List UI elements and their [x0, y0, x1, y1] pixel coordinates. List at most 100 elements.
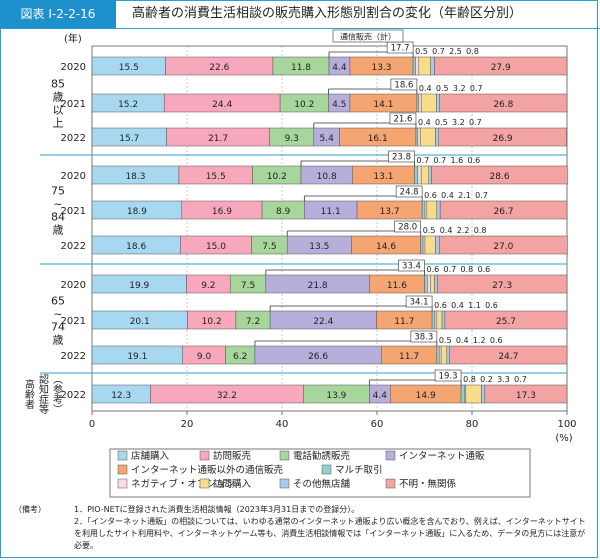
bar-segment-マルチ取引	[436, 345, 440, 365]
legend-swatch	[279, 450, 290, 461]
bar-segment-その他無店舗	[436, 93, 440, 113]
plot-area	[91, 45, 568, 412]
mail-total-label: 38.3	[414, 333, 433, 343]
bar-segment-マルチ取引	[424, 274, 428, 294]
small-data-label: 0.4	[451, 301, 464, 310]
data-label: 13.1	[373, 172, 393, 182]
group-label-line: 74	[51, 321, 65, 334]
legend-label: その他無店舗	[293, 478, 351, 490]
bar-segment-訪問購入	[430, 274, 435, 294]
bar-segment-その他無店舗	[436, 200, 441, 220]
data-label: 15.5	[119, 63, 139, 73]
data-label: 7.5	[262, 242, 276, 252]
bar-segment-その他無店舗	[434, 274, 438, 294]
legend-swatch	[117, 450, 128, 461]
data-label: 6.2	[233, 352, 247, 362]
year-tick-label: 2020	[61, 62, 86, 73]
data-label: 11.6	[387, 281, 407, 291]
data-label: 9.3	[285, 134, 299, 144]
mail-total-label: 23.8	[392, 153, 411, 163]
data-label: 26.7	[494, 207, 514, 217]
group-label-char: 等	[39, 403, 49, 416]
bar-segment-マルチ取引	[421, 200, 426, 220]
bar-segment-訪問購入	[436, 310, 443, 330]
bar-segment-訪問購入	[465, 384, 482, 404]
data-label: 26.8	[493, 100, 513, 110]
data-label: 12.3	[111, 391, 131, 401]
bar-segment-その他無店舗	[430, 56, 435, 76]
data-label: 24.4	[212, 100, 232, 110]
data-label: 13.7	[380, 207, 400, 217]
note-2-text: 2．「インターネット通販」の相談については、いわゆる通常のインターネット通販より…	[74, 517, 586, 550]
legend-swatch	[199, 478, 210, 489]
data-label: 32.2	[217, 391, 237, 401]
small-data-label: 3.2	[452, 118, 465, 127]
group-label-line: 歳	[53, 91, 64, 104]
legend-swatch	[385, 450, 396, 461]
figure-header: 図表 I-2-2-16 高齢者の消費生活相談の販売購入形態別割合の変化（年齢区分…	[0, 0, 600, 29]
bar-segment-マルチ取引	[415, 127, 419, 147]
small-data-label: 1.1	[468, 301, 481, 310]
bar-segment-訪問購入	[419, 127, 436, 147]
mail-total-box	[410, 330, 438, 343]
legend-label: 訪問販売	[213, 450, 251, 462]
mail-total-box	[390, 78, 418, 91]
bar-segment-訪問購入	[440, 345, 448, 365]
bar-segment-不明・無関係	[444, 310, 568, 330]
data-label: 13.3	[371, 63, 391, 73]
small-data-label: 0.8	[461, 265, 474, 274]
small-data-label: 0.5	[415, 47, 428, 56]
notes-head: （備考）	[14, 505, 46, 514]
bar-segment-マルチ取引	[431, 310, 436, 330]
small-data-label: 0.4	[441, 191, 454, 200]
bar-segment-マルチ取引	[416, 93, 420, 113]
year-tick-label: 2022	[61, 351, 86, 362]
legend-label: インターネット通販以外の通信販売	[131, 464, 283, 476]
bar-segment-マルチ取引	[460, 384, 466, 404]
data-label: 24.7	[498, 352, 518, 362]
bar-segment-その他無店舗	[428, 165, 432, 185]
small-data-label: 2.1	[458, 191, 471, 200]
small-data-label: 0.5	[435, 118, 448, 127]
bracket-title: 通信販売（計）	[340, 32, 396, 42]
group-label-char: 齢	[25, 388, 35, 401]
x-tick-label: 40	[276, 419, 289, 430]
data-label: 7.5	[241, 281, 255, 291]
data-label: 15.2	[118, 100, 138, 110]
small-data-label: 0.6	[478, 265, 491, 274]
data-label: 10.2	[267, 172, 287, 182]
data-label: 5.4	[319, 134, 334, 144]
mail-total-label: 28.0	[398, 223, 417, 233]
group-label-char: 高	[25, 378, 35, 391]
year-tick-label: 2020	[61, 280, 86, 291]
small-data-label: 0.6	[427, 265, 440, 274]
data-label: 27.0	[493, 242, 513, 252]
mail-total-box	[395, 185, 423, 198]
legend-label: 訪問購入	[213, 478, 252, 490]
data-label: 7.2	[246, 317, 260, 327]
small-data-label: 0.6	[490, 336, 503, 345]
bar-segment-ネガティブ・オプション	[417, 127, 421, 147]
group-label-char: ︵	[53, 375, 63, 386]
legend-label: 電話勧誘販売	[293, 450, 350, 462]
mail-total-label: 19.3	[439, 372, 458, 382]
mail-total-box	[398, 259, 425, 272]
legend-swatch	[117, 478, 128, 489]
data-label: 4.4	[332, 63, 347, 73]
bar-segment-不明・無関係	[439, 200, 568, 220]
data-label: 8.9	[276, 207, 291, 217]
legend-swatch	[385, 478, 396, 489]
group-label-char: 者	[25, 399, 35, 411]
bar-segment-マルチ取引	[414, 165, 419, 185]
bar-segment-不明・無関係	[438, 235, 568, 255]
legend-swatch	[321, 464, 332, 475]
small-data-label: 2.5	[449, 47, 462, 56]
data-label: 22.4	[313, 317, 333, 327]
small-data-label: 0.4	[419, 84, 432, 93]
data-label: 25.7	[496, 317, 516, 327]
group-label-line: 75	[51, 185, 65, 198]
mail-total-box	[388, 150, 415, 163]
small-data-label: 2.2	[457, 226, 470, 235]
data-label: 9.0	[197, 352, 212, 362]
bar-segment-ネガティブ・オプション	[424, 200, 428, 220]
